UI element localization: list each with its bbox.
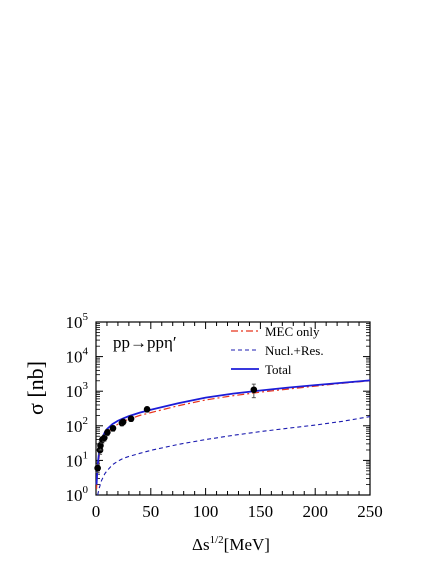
data-point [104, 428, 111, 436]
data-point [127, 415, 135, 423]
x-tick-label: 100 [193, 502, 219, 521]
x-tick-label: 0 [92, 502, 101, 521]
tick-labels: 0 50 100 150 200 250 100 101 102 103 104 105 [66, 311, 383, 521]
legend-label: Total [265, 362, 292, 377]
series-line-nucl-res [97, 416, 371, 496]
y-tick-label: 101 [66, 449, 89, 470]
legend-label: Nucl.+Res. [265, 343, 324, 358]
y-axis-label: σ [nb] [23, 361, 48, 415]
plot-frame [95, 321, 371, 496]
curves [95, 379, 371, 496]
data-point [143, 405, 151, 413]
x-tick-label: 200 [302, 502, 328, 521]
legend-label: MEC only [265, 324, 320, 339]
legend: MEC only Nucl.+Res. Total [231, 324, 324, 377]
y-tick-label: 105 [66, 311, 89, 332]
data-point [109, 424, 117, 432]
data-point [119, 418, 127, 426]
x-tick-label: 250 [357, 502, 383, 521]
axes [95, 321, 371, 496]
y-tick-label: 102 [66, 415, 89, 436]
reaction-annotation: pp→ppη′ [113, 333, 177, 352]
x-axis-label: Δs1/2[MeV] [192, 534, 270, 554]
data-point [101, 434, 108, 442]
y-tick-label: 103 [66, 380, 89, 401]
data-point [97, 442, 104, 449]
y-tick-label: 100 [66, 484, 89, 505]
y-tick-label: 104 [66, 346, 89, 367]
data-point [94, 464, 101, 472]
data-point [250, 386, 258, 394]
data-points [94, 383, 258, 473]
x-tick-label: 150 [248, 502, 274, 521]
x-tick-label: 50 [142, 502, 159, 521]
series-line-mec-only [95, 380, 371, 489]
